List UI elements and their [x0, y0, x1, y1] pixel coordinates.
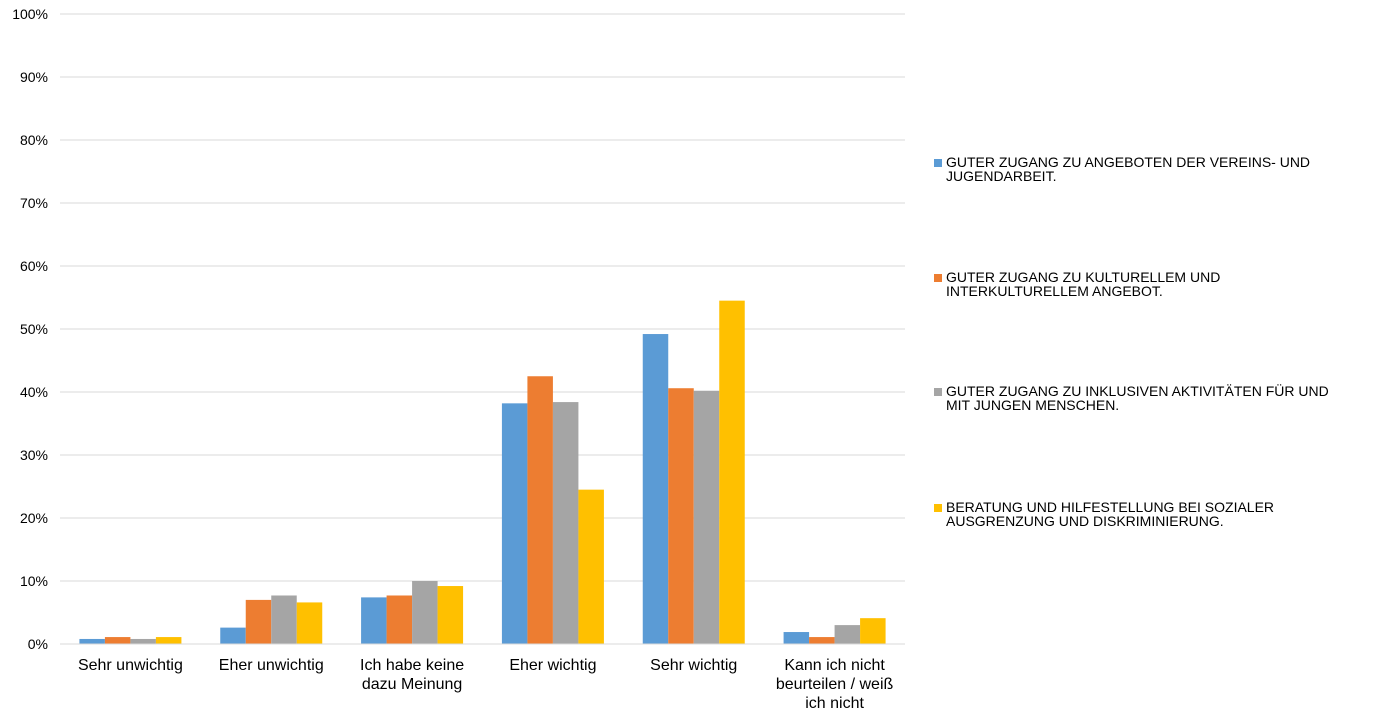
legend-label-line: GUTER ZUGANG ZU KULTURELLEM UND	[946, 269, 1221, 285]
x-tick-label: Ich habe keine dazu Meinung	[360, 657, 464, 693]
legend-item: GUTER ZUGANG ZU ANGEBOTEN DER VEREINS- U…	[934, 155, 1374, 183]
legend-label-line: BERATUNG UND HILFESTELLUNG BEI SOZIALER	[946, 499, 1275, 515]
legend-swatch	[934, 274, 942, 282]
y-tick-label: 30%	[20, 447, 48, 463]
legend-label: GUTER ZUGANG ZU KULTURELLEM UND INTERKULT…	[946, 270, 1220, 298]
x-tick-label-line: ich nicht	[805, 695, 864, 712]
bar	[155, 637, 182, 644]
bar	[271, 595, 297, 644]
bar	[834, 625, 861, 644]
x-tick-label-line: Kann ich nicht	[784, 657, 885, 674]
x-tick-label: Eher unwichtig	[219, 657, 324, 674]
y-tick-label: 0%	[28, 636, 48, 652]
x-tick-label-line: Sehr unwichtig	[78, 657, 183, 674]
legend-label-line: INTERKULTURELLEM ANGEBOT.	[946, 283, 1163, 299]
x-tick-label-line: Ich habe keine	[360, 657, 464, 674]
legend-label-line: AUSGRENZUNG UND DISKRIMINIERUNG.	[946, 513, 1224, 529]
bar	[809, 637, 835, 644]
bar	[386, 595, 413, 644]
y-tick-label: 50%	[20, 321, 48, 337]
bar	[693, 390, 720, 644]
bar	[552, 402, 579, 644]
legend-item: GUTER ZUGANG ZU INKLUSIVEN AKTIVITÄTEN F…	[934, 384, 1374, 412]
bar	[104, 637, 131, 644]
legend-label-line: JUGENDARBEIT.	[946, 168, 1057, 184]
x-tick-label-line: beurteilen / weiß	[776, 676, 894, 693]
x-tick-label: Sehr wichtig	[650, 657, 737, 674]
x-tick-label-line: Sehr wichtig	[650, 657, 737, 674]
y-tick-label: 10%	[20, 573, 48, 589]
bar	[412, 581, 438, 644]
bar	[642, 334, 669, 644]
y-tick-label: 80%	[20, 132, 48, 148]
y-tick-label: 70%	[20, 195, 48, 211]
legend-item: BERATUNG UND HILFESTELLUNG BEI SOZIALER A…	[934, 500, 1374, 528]
bar	[501, 403, 528, 644]
y-tick-label: 100%	[12, 6, 48, 22]
legend-label-line: GUTER ZUGANG ZU ANGEBOTEN DER VEREINS- U…	[946, 154, 1311, 170]
bar	[860, 618, 886, 644]
legend-label: GUTER ZUGANG ZU INKLUSIVEN AKTIVITÄTEN F…	[946, 384, 1329, 412]
bar	[79, 638, 105, 644]
legend-swatch	[934, 504, 942, 512]
legend-swatch	[934, 388, 942, 396]
y-tick-label: 20%	[20, 510, 48, 526]
bar	[361, 597, 387, 644]
legend-swatch	[934, 159, 942, 167]
legend-label-line: GUTER ZUGANG ZU INKLUSIVEN AKTIVITÄTEN F…	[946, 383, 1329, 399]
bar	[578, 489, 604, 644]
bar	[437, 586, 464, 644]
bar	[245, 599, 272, 644]
x-tick-label-line: Eher wichtig	[509, 657, 596, 674]
x-tick-label: Eher wichtig	[509, 657, 596, 674]
bar	[296, 602, 323, 644]
bar	[783, 632, 810, 644]
x-tick-label-line: Eher unwichtig	[219, 657, 324, 674]
bar	[719, 300, 745, 644]
legend-label: GUTER ZUGANG ZU ANGEBOTEN DER VEREINS- U…	[946, 155, 1310, 183]
y-tick-label: 90%	[20, 69, 48, 85]
y-tick-label: 40%	[20, 384, 48, 400]
bar	[668, 388, 694, 644]
y-tick-label: 60%	[20, 258, 48, 274]
bar	[527, 376, 553, 644]
bar	[220, 627, 246, 644]
legend-item: GUTER ZUGANG ZU KULTURELLEM UND INTERKULT…	[934, 270, 1374, 298]
legend-label-line: MIT JUNGEN MENSCHEN.	[946, 397, 1120, 413]
bar	[130, 638, 156, 644]
x-tick-label: Sehr unwichtig	[78, 657, 183, 674]
x-tick-label: Kann ich nicht beurteilen / weiß ich nicht	[776, 657, 894, 712]
x-tick-label-line: dazu Meinung	[362, 676, 463, 693]
legend-label: BERATUNG UND HILFESTELLUNG BEI SOZIALER A…	[946, 500, 1274, 528]
bar-chart: 0% 10% 20% 30% 40% 50% 60% 70% 80% 90% 100% Sehr un…	[12, 6, 905, 712]
